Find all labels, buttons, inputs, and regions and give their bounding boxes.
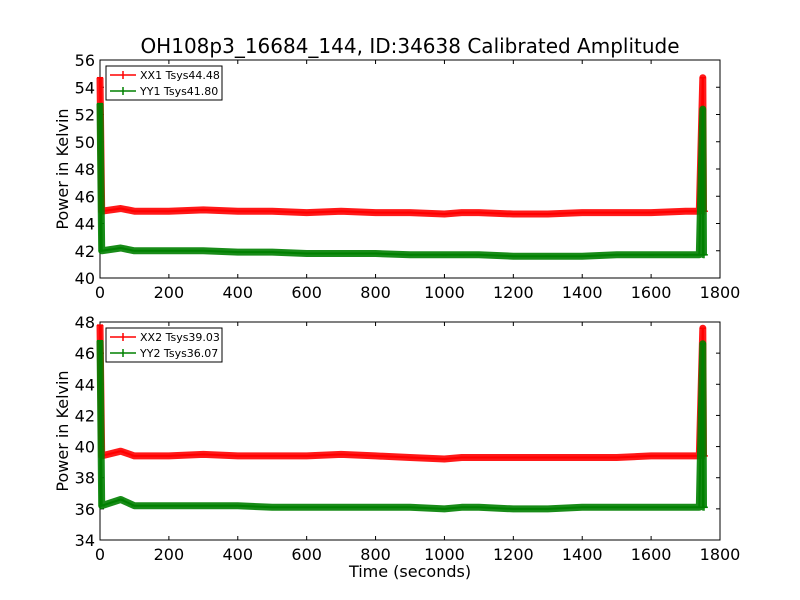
series-yy2 — [96, 339, 708, 513]
y-tick-label: 40 — [75, 269, 95, 288]
y-tick-label: 50 — [75, 133, 95, 152]
x-tick-label: 0 — [95, 283, 105, 302]
x-tick-label: 400 — [223, 283, 254, 302]
y-tick-label: 48 — [75, 313, 95, 332]
series-line — [99, 103, 705, 258]
y-tick-label: 38 — [75, 469, 95, 488]
chart-title: OH108p3_16684_144, ID:34638 Calibrated A… — [140, 34, 679, 58]
x-tick-label: 600 — [291, 545, 322, 564]
y-tick-label: 52 — [75, 106, 95, 125]
x-tick-label: 1800 — [700, 283, 741, 302]
legend-box — [105, 65, 223, 101]
y-axis-label: Power in Kelvin — [53, 108, 72, 229]
legend-entry: XX1 Tsys44.48 — [140, 69, 220, 82]
y-tick-label: 54 — [75, 78, 95, 97]
y-tick-label: 56 — [75, 51, 95, 70]
y-tick-label: 36 — [75, 500, 95, 519]
panel-2: 0 200 400 600 800 1000 1200 1400 1600 1800 34 36 38 4… — [53, 313, 740, 581]
x-tick-label: 1000 — [424, 545, 465, 564]
y-tick-label: 46 — [75, 344, 95, 363]
panel-1: 0 200 400 600 800 1000 1200 1400 1600 1800 40 42 44 4… — [53, 51, 740, 302]
y-axis-label: Power in Kelvin — [53, 370, 72, 491]
x-tick-label: 1800 — [700, 545, 741, 564]
x-tick-label: 200 — [154, 283, 185, 302]
legend-box — [105, 327, 223, 363]
y-tick-label: 34 — [75, 531, 95, 550]
series-yy1 — [96, 102, 708, 260]
x-axis-label: Time (seconds) — [348, 562, 471, 581]
x-tick-label: 1000 — [424, 283, 465, 302]
y-tick-label: 42 — [75, 406, 95, 425]
x-tick-label: 1400 — [562, 283, 603, 302]
x-tick-label: 200 — [154, 545, 185, 564]
x-tick-label: 0 — [95, 545, 105, 564]
x-tick-label: 800 — [360, 283, 391, 302]
x-tick-label: 1200 — [493, 283, 534, 302]
x-tick-label: 600 — [291, 283, 322, 302]
x-tick-label: 1600 — [631, 545, 672, 564]
series-line — [99, 340, 705, 510]
y-tick-label: 42 — [75, 242, 95, 261]
x-tick-label: 800 — [360, 545, 391, 564]
x-tick-label: 400 — [223, 545, 254, 564]
y-tick-label: 46 — [75, 187, 95, 206]
y-tick-label: 48 — [75, 160, 95, 179]
series-band — [96, 103, 707, 260]
y-tick-label: 44 — [75, 215, 95, 234]
legend-entry: YY1 Tsys41.80 — [139, 85, 218, 98]
legend-entry: YY2 Tsys36.07 — [139, 347, 218, 360]
x-tick-label: 1400 — [562, 545, 603, 564]
legend-entry: XX2 Tsys39.03 — [140, 331, 220, 344]
y-tick-label: 44 — [75, 375, 95, 394]
series-band — [96, 340, 707, 513]
x-tick-label: 1600 — [631, 283, 672, 302]
y-tick-label: 40 — [75, 438, 95, 457]
x-tick-label: 1200 — [493, 545, 534, 564]
